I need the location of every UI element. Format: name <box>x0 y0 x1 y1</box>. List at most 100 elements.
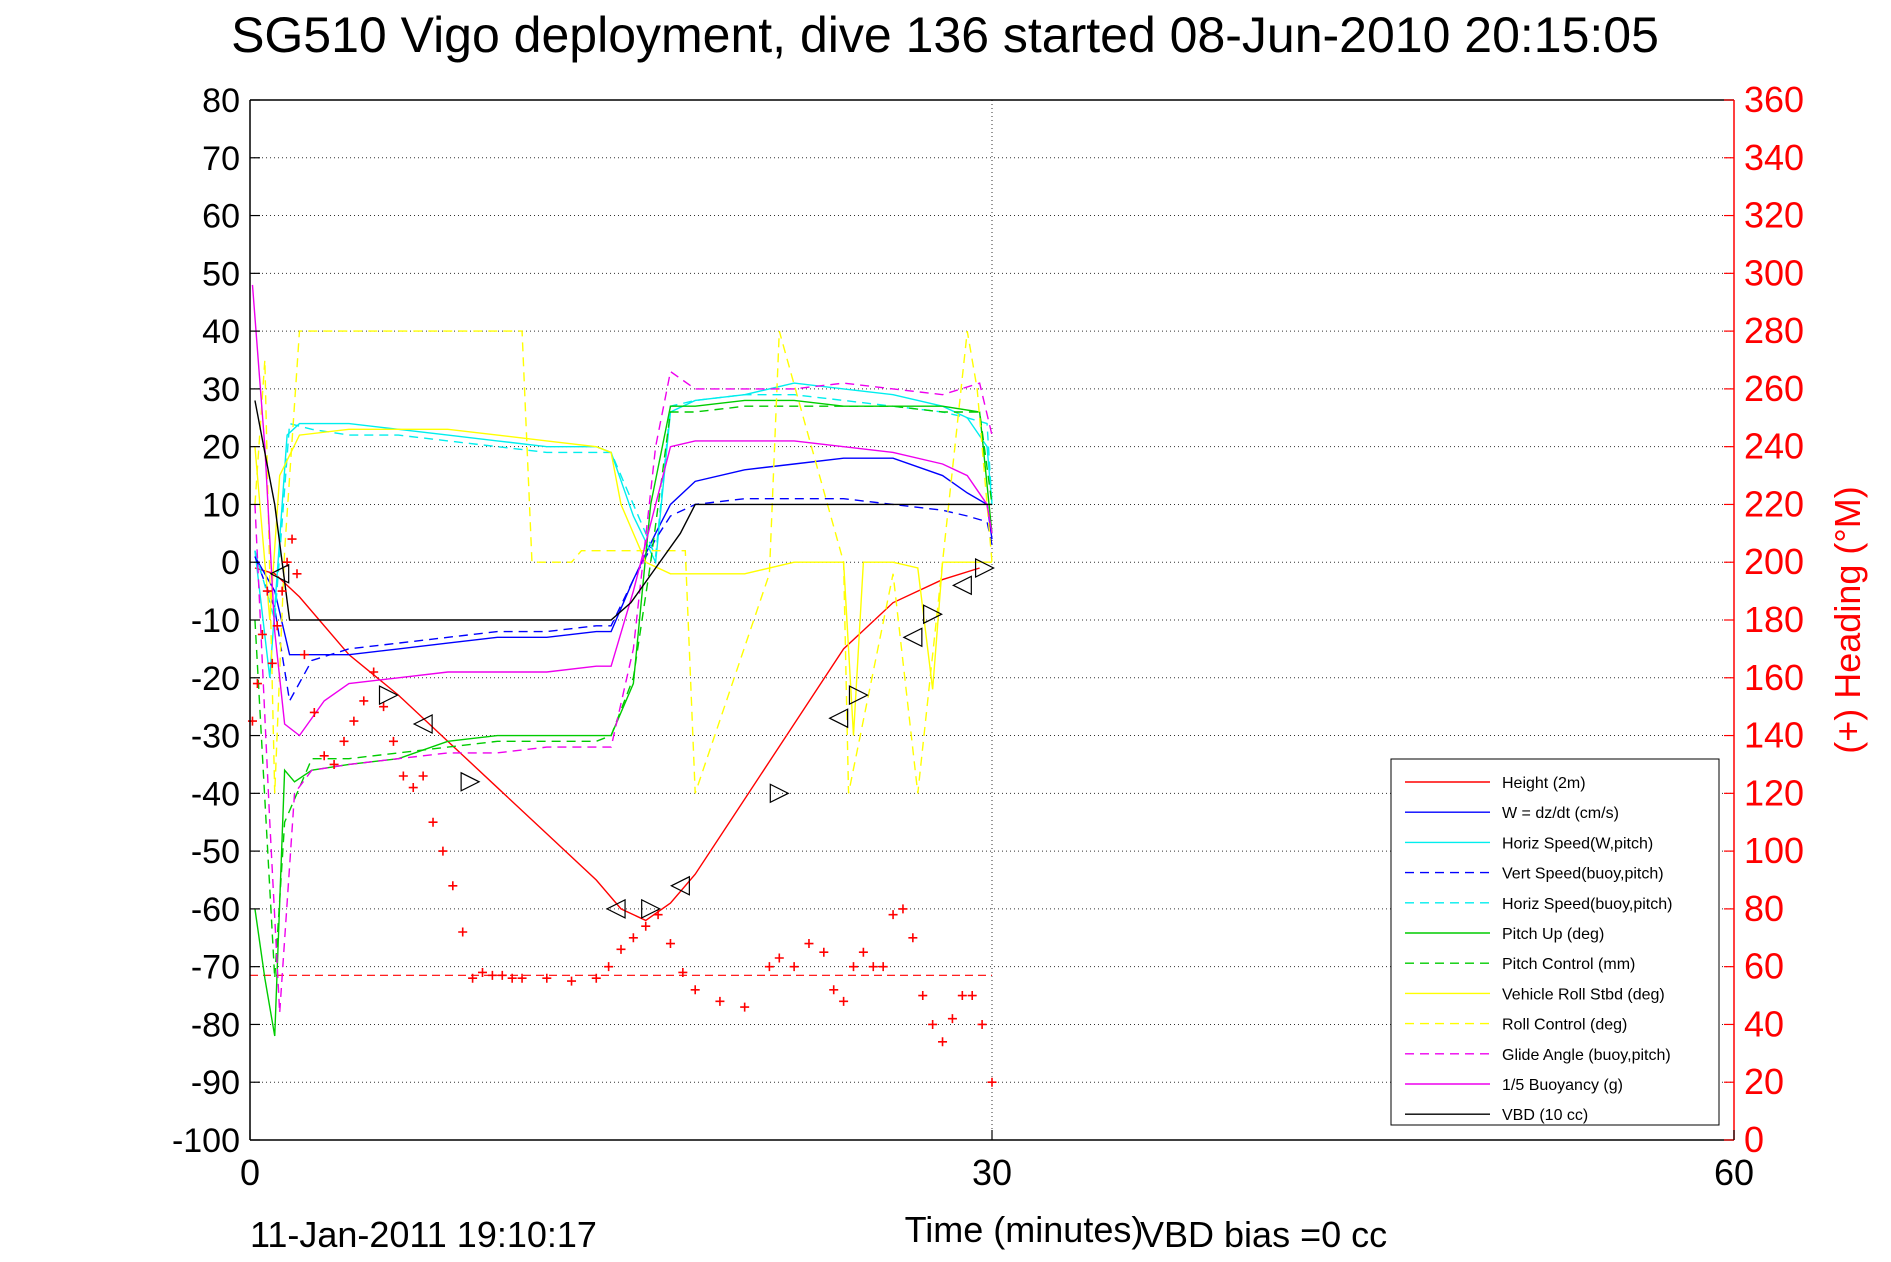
legend-label: Glide Angle (buoy,pitch) <box>1502 1047 1671 1064</box>
series-line <box>254 405 993 979</box>
heading-marker <box>359 696 369 706</box>
heading-marker <box>918 991 928 1001</box>
heading-marker <box>418 771 428 781</box>
heading-marker <box>388 736 398 746</box>
heading-marker <box>789 962 799 972</box>
y-tick-label-left: 10 <box>202 486 240 524</box>
y-tick-label-right: 240 <box>1744 426 1804 467</box>
heading-marker <box>604 962 614 972</box>
heading-marker <box>257 629 267 639</box>
heading-marker <box>764 962 774 972</box>
heading-marker <box>262 586 272 596</box>
legend-label: VBD (10 cc) <box>1502 1107 1588 1124</box>
heading-marker <box>977 1019 987 1029</box>
heading-marker <box>319 751 329 761</box>
triangle-marker <box>769 783 790 804</box>
heading-marker <box>287 534 297 544</box>
y-tick-label-left: -80 <box>191 1006 240 1044</box>
legend-label: Roll Control (deg) <box>1502 1017 1627 1034</box>
legend-label: Height (2m) <box>1502 775 1586 792</box>
x-tick-label: 60 <box>1714 1152 1754 1193</box>
heading-marker <box>438 846 448 856</box>
y-tick-label-right: 280 <box>1744 310 1804 351</box>
heading-marker <box>252 679 262 689</box>
heading-marker <box>408 783 418 793</box>
heading-marker <box>848 962 858 972</box>
triangle-marker <box>828 708 849 729</box>
heading-marker <box>839 996 849 1006</box>
y-tick-label-right: 220 <box>1744 483 1804 524</box>
heading-marker <box>517 973 527 983</box>
legend-label: 1/5 Buoyancy (g) <box>1502 1077 1623 1094</box>
y-tick-label-left: 30 <box>202 371 240 409</box>
y-tick-label-right: 320 <box>1744 195 1804 236</box>
heading-marker <box>898 904 908 914</box>
y-tick-label-left: -20 <box>191 660 240 698</box>
legend-items: Height (2m) W = dz/dt (cm/s) Horiz Speed(W… <box>1405 775 1672 1124</box>
heading-marker <box>292 569 302 579</box>
legend-label: Pitch Control (mm) <box>1502 956 1635 973</box>
y-tick-label-right: 160 <box>1744 657 1804 698</box>
heading-marker <box>774 953 784 963</box>
heading-marker <box>309 707 319 717</box>
triangle-marker <box>670 875 690 896</box>
heading-marker <box>888 910 898 920</box>
y-tick-label-left: -10 <box>191 602 240 640</box>
heading-marker <box>428 817 438 827</box>
heading-marker <box>277 586 287 596</box>
heading-marker <box>477 967 487 977</box>
y-tick-label-right: 60 <box>1744 946 1784 987</box>
legend: Height (2m) W = dz/dt (cm/s) Horiz Speed(W… <box>1390 758 1720 1126</box>
heading-marker <box>819 947 829 957</box>
heading-marker <box>468 973 478 983</box>
heading-marker <box>507 973 517 983</box>
heading-marker <box>299 650 309 660</box>
triangle-marker <box>378 685 399 706</box>
heading-marker <box>804 939 814 949</box>
series-line <box>254 457 993 656</box>
heading-marker <box>928 1019 938 1029</box>
legend-box <box>1390 758 1720 1126</box>
x-tick-label: 0 <box>240 1152 260 1193</box>
heading-marker <box>628 933 638 943</box>
y-tick-label-right: 340 <box>1744 137 1804 178</box>
heading-marker <box>987 1077 997 1087</box>
y-tick-label-right: 0 <box>1744 1119 1764 1160</box>
heading-marker <box>938 1037 948 1047</box>
chart-title: SG510 Vigo deployment, dive 136 started … <box>231 7 1659 63</box>
heading-marker <box>641 921 651 931</box>
y-tick-label-right: 300 <box>1744 252 1804 293</box>
legend-label: Horiz Speed(W,pitch) <box>1502 835 1653 852</box>
y-tick-label-right: 120 <box>1744 772 1804 813</box>
y-tick-label-left: -70 <box>191 949 240 987</box>
heading-marker <box>878 962 888 972</box>
heading-marker <box>678 967 688 977</box>
x-tick-label: 30 <box>972 1152 1012 1193</box>
y-tick-label-left: -30 <box>191 718 240 756</box>
y-tick-label-left: 0 <box>221 544 240 582</box>
heading-marker <box>398 771 408 781</box>
heading-marker <box>458 927 468 937</box>
heading-marker <box>616 944 626 954</box>
heading-marker <box>858 947 868 957</box>
triangle-marker <box>269 563 290 584</box>
heading-marker <box>487 970 497 980</box>
series-layer <box>250 284 993 1037</box>
footer-vbd-bias: VBD bias =0 cc <box>1140 1214 1387 1255</box>
heading-marker <box>908 933 918 943</box>
legend-label: Vehicle Roll Stbd (deg) <box>1502 986 1665 1003</box>
heading-marker <box>947 1014 957 1024</box>
triangle-marker <box>923 604 943 625</box>
triangle-marker <box>974 558 995 578</box>
heading-marker <box>349 716 359 726</box>
y-tick-label-left: -50 <box>191 833 240 871</box>
series-line <box>254 428 992 736</box>
heading-marker <box>715 996 725 1006</box>
legend-label: Vert Speed(buoy,pitch) <box>1502 866 1664 883</box>
y-tick-label-left: -40 <box>191 775 240 813</box>
y-tick-label-left: -60 <box>191 891 240 929</box>
heading-marker <box>591 973 601 983</box>
y-axis-right-label: (+) Heading (°M) <box>1827 486 1868 753</box>
series-line <box>254 400 992 621</box>
